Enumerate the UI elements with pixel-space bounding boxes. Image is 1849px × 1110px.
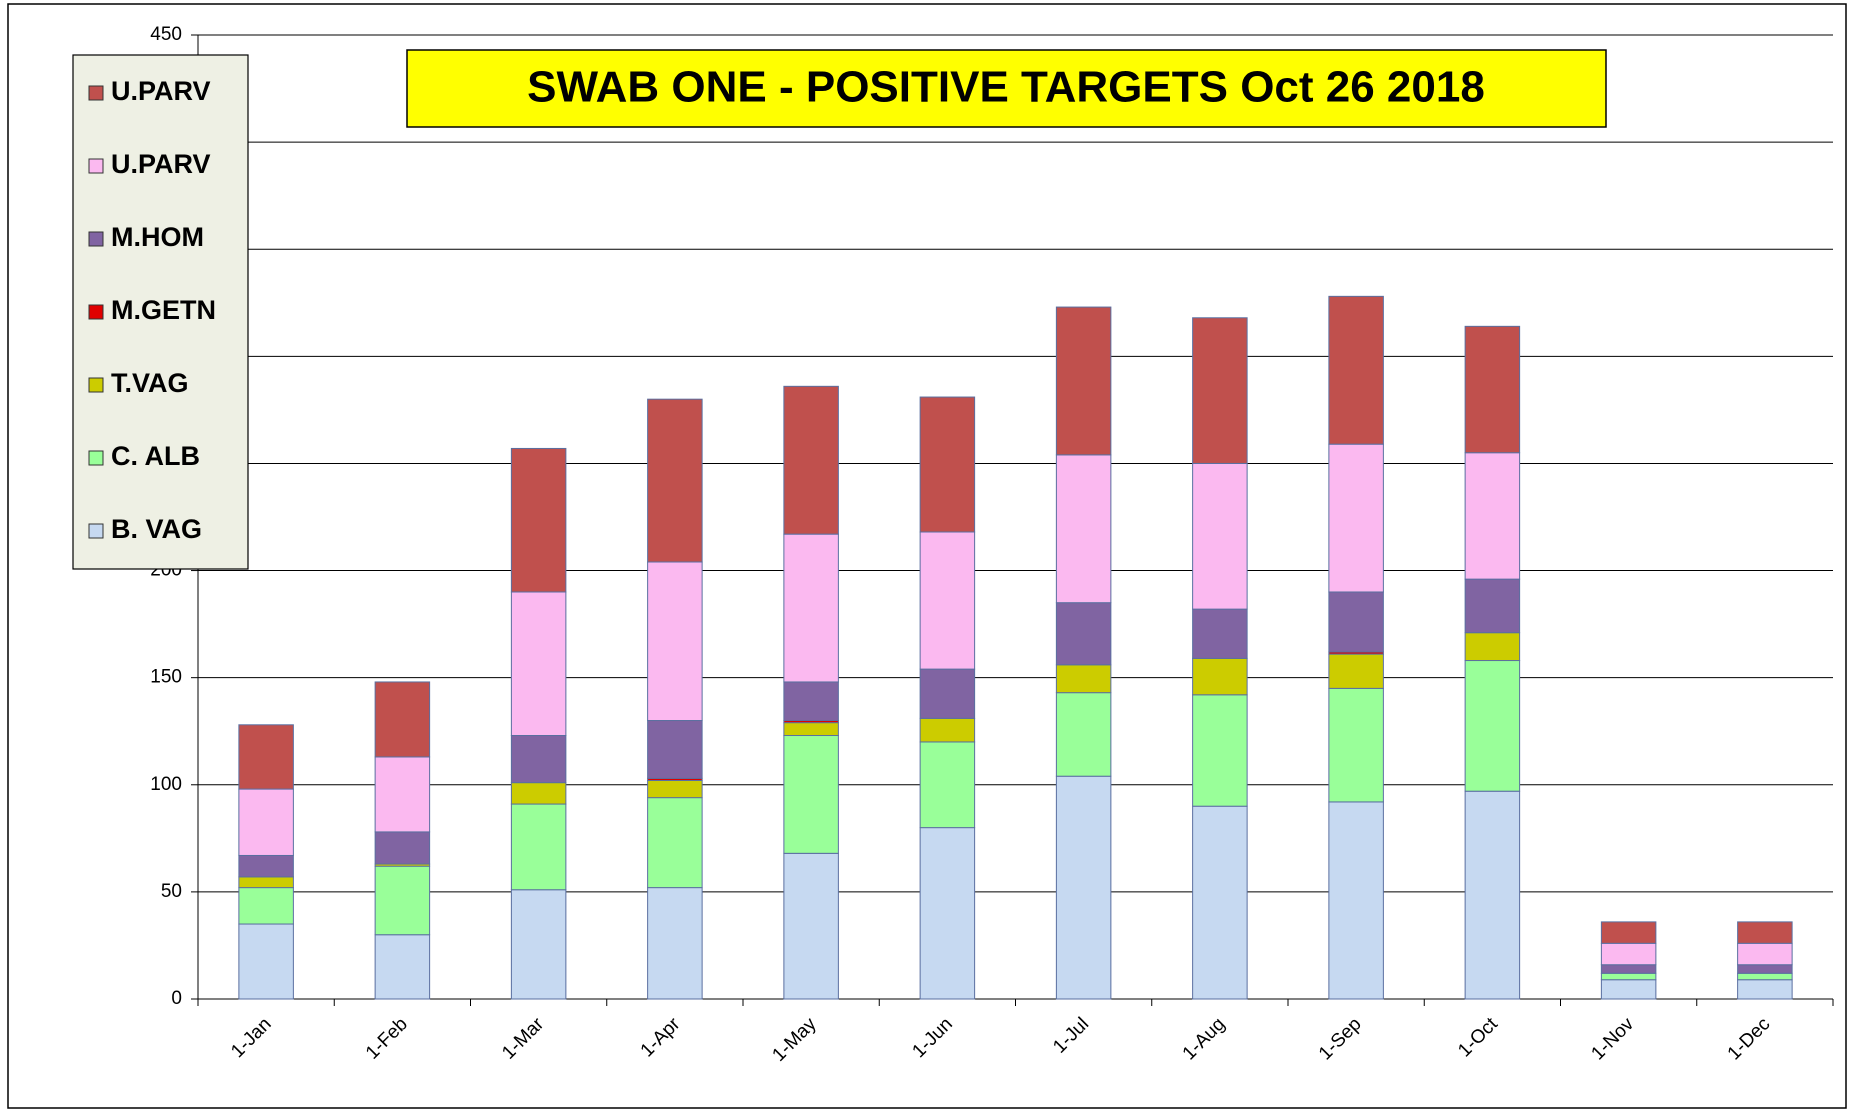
bar-segment bbox=[783, 735, 839, 854]
bar-segment bbox=[1464, 325, 1521, 454]
bar-segment bbox=[1055, 602, 1112, 666]
legend-label: M.GETN bbox=[111, 295, 216, 325]
bar-segment bbox=[1737, 942, 1793, 966]
bar-segment bbox=[238, 887, 294, 925]
bar-segment bbox=[510, 591, 567, 737]
bar-segment bbox=[647, 398, 703, 563]
bar-segment bbox=[238, 923, 294, 1000]
y-tick-label: 100 bbox=[150, 774, 182, 795]
legend-swatch bbox=[88, 523, 104, 539]
legend-swatch bbox=[88, 158, 104, 174]
bar-segment bbox=[1600, 972, 1657, 981]
legend-label: T.VAG bbox=[111, 368, 189, 398]
bar-segment bbox=[510, 447, 567, 593]
bar-segment bbox=[1055, 454, 1112, 604]
bar-segment bbox=[647, 561, 703, 722]
bar-segment bbox=[783, 533, 839, 683]
bar-segment bbox=[238, 854, 294, 878]
bar-segment bbox=[919, 741, 976, 829]
legend-label: C. ALB bbox=[111, 441, 200, 471]
bar-segment bbox=[238, 788, 294, 856]
title-box bbox=[406, 49, 1607, 128]
bar-segment bbox=[510, 889, 567, 1000]
bar-segment bbox=[510, 735, 567, 784]
bar-segment bbox=[1464, 452, 1521, 580]
legend-label: U.PARV bbox=[111, 76, 211, 106]
bar-segment bbox=[783, 852, 839, 1000]
bar-segment bbox=[374, 934, 431, 1000]
bar-segment bbox=[1328, 443, 1384, 593]
bar-segment bbox=[1600, 979, 1657, 1000]
bar-segment bbox=[1600, 942, 1657, 966]
bar-segment bbox=[1737, 964, 1793, 974]
bar-segment bbox=[1464, 632, 1521, 662]
legend-swatch bbox=[88, 85, 104, 101]
bar-segment bbox=[510, 782, 567, 805]
y-tick-label: 450 bbox=[150, 24, 182, 45]
bar-segment bbox=[1464, 660, 1521, 792]
bar-segment bbox=[647, 779, 703, 799]
bar-segment bbox=[1192, 805, 1248, 1000]
bar-segment bbox=[374, 865, 431, 936]
bar-segment bbox=[1192, 462, 1248, 610]
legend-swatch bbox=[88, 377, 104, 393]
bar-segment bbox=[1055, 775, 1112, 1000]
bar-segment bbox=[1328, 591, 1384, 653]
bar-segment bbox=[919, 668, 976, 719]
bar-segment bbox=[1600, 964, 1657, 974]
bar-segment bbox=[1737, 972, 1793, 981]
bar-segment bbox=[1328, 653, 1384, 689]
bar-segment bbox=[1600, 921, 1657, 944]
bar-segment bbox=[374, 756, 431, 833]
legend-swatch bbox=[88, 450, 104, 466]
bar-segment bbox=[374, 831, 431, 865]
bar-segment bbox=[1192, 657, 1248, 696]
bar-segment bbox=[1055, 692, 1112, 777]
bar-segment bbox=[1192, 608, 1248, 659]
y-tick-label: 0 bbox=[171, 988, 182, 1009]
bar-segment bbox=[1464, 578, 1521, 634]
bar-segment bbox=[647, 797, 703, 889]
y-tick-label: 50 bbox=[161, 881, 182, 902]
plot-area: 0501001502002503003504004501-Jan1-Feb1-M… bbox=[150, 24, 1834, 1066]
bar-segment bbox=[1464, 790, 1521, 1000]
bar-segment bbox=[1328, 687, 1384, 803]
bar-segment bbox=[783, 722, 839, 737]
bar-segment bbox=[919, 717, 976, 743]
bar-segment bbox=[1192, 694, 1248, 807]
legend-swatch bbox=[88, 231, 104, 247]
bar-segment bbox=[919, 531, 976, 670]
bar-segment bbox=[1055, 306, 1112, 456]
legend-items: B. VAG C. ALB T.VAG M.GETN M.HOM U.PARV U.PARV bbox=[88, 76, 216, 544]
bar-segment bbox=[783, 681, 839, 722]
bar-segment bbox=[919, 396, 976, 533]
bar-segment bbox=[1737, 921, 1793, 944]
bar-segment bbox=[238, 876, 294, 889]
bar-segment bbox=[1328, 801, 1384, 1000]
legend-label: B. VAG bbox=[111, 514, 202, 544]
bar-segment bbox=[919, 827, 976, 1000]
bar-segment bbox=[1328, 295, 1384, 445]
legend-label: M.HOM bbox=[111, 222, 204, 252]
bar-segment bbox=[783, 385, 839, 535]
bar-segment bbox=[374, 681, 431, 758]
y-tick-label: 150 bbox=[150, 667, 182, 688]
bar-segment bbox=[238, 724, 294, 790]
bar-segment bbox=[647, 720, 703, 779]
bar-segment bbox=[1055, 664, 1112, 694]
chart-title: SWAB ONE - POSITIVE TARGETS Oct 26 2018 bbox=[527, 63, 1485, 112]
legend-label: U.PARV bbox=[111, 149, 211, 179]
bar-segment bbox=[647, 887, 703, 1000]
legend-swatch bbox=[88, 304, 104, 320]
bar-segment bbox=[1737, 979, 1793, 1000]
bar-segment bbox=[510, 803, 567, 891]
bar-segment bbox=[1192, 317, 1248, 464]
